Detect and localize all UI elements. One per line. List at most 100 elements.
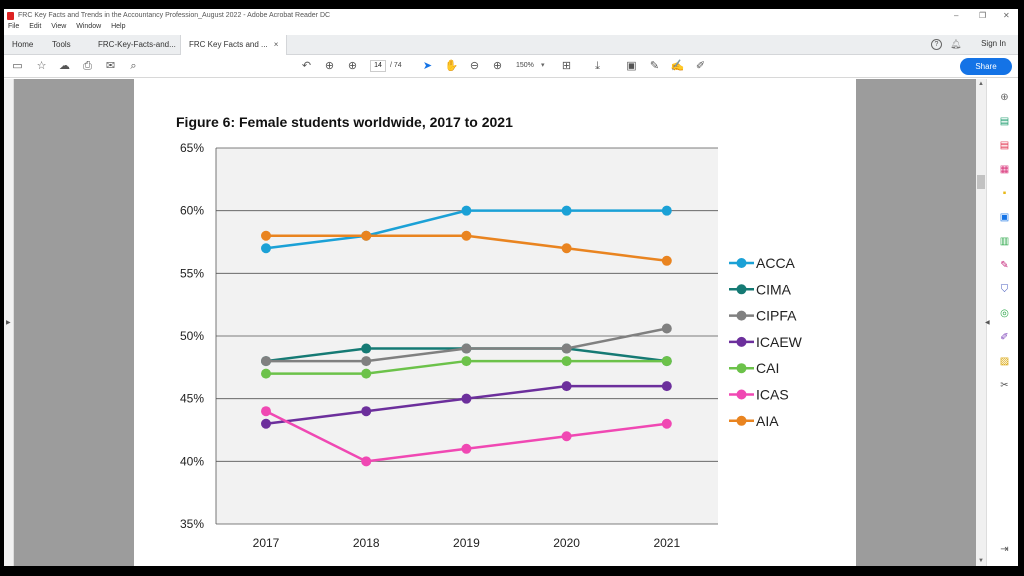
accessibility-icon[interactable]: ◎ xyxy=(1000,308,1009,319)
bookmark-star-icon[interactable]: ☆ xyxy=(36,60,47,72)
compress-pdf-icon[interactable]: ▥ xyxy=(999,236,1010,247)
draw-icon[interactable]: ✍ xyxy=(670,60,685,72)
menu-view[interactable]: View xyxy=(51,23,67,30)
restore-button[interactable]: ❐ xyxy=(979,11,987,20)
zoom-level[interactable]: 150% xyxy=(516,62,534,69)
figure-title: Figure 6: Female students worldwide, 201… xyxy=(176,114,513,130)
data-point-icas xyxy=(461,443,472,454)
cloud-upload-icon[interactable]: ☁ xyxy=(59,60,70,72)
export-pdf-icon[interactable]: ▤ xyxy=(999,116,1010,127)
y-tick-label: 40% xyxy=(180,454,204,468)
edit-pdf-icon[interactable]: ✐ xyxy=(1000,332,1009,343)
y-tick-label: 55% xyxy=(180,266,204,280)
title-bar: FRC Key Facts and Trends in the Accounta… xyxy=(4,9,1018,23)
legend-label-acca: ACCA xyxy=(756,255,796,271)
data-point-aia xyxy=(561,243,572,254)
data-point-cipfa xyxy=(361,356,372,367)
notification-bell-icon[interactable]: 🔔︎ xyxy=(950,39,962,49)
scroll-up-icon[interactable]: ▲ xyxy=(978,81,984,87)
y-tick-label: 45% xyxy=(180,392,204,406)
data-point-aia xyxy=(461,230,472,241)
close-button[interactable]: ✕ xyxy=(1003,11,1010,20)
data-point-cai xyxy=(661,356,672,367)
collapse-panel-icon[interactable]: ◀ xyxy=(985,320,990,326)
tab-document-1[interactable]: FRC-Key-Facts-and... xyxy=(98,40,176,49)
vertical-scrollbar[interactable]: ▲ ▼ xyxy=(976,79,986,566)
y-tick-label: 65% xyxy=(180,141,204,155)
legend-marker-aia xyxy=(736,415,747,426)
tab-bar: Home Tools FRC-Key-Facts-and... FRC Key … xyxy=(4,35,1018,55)
save-icon[interactable]: ▭ xyxy=(12,60,23,72)
data-point-acca xyxy=(561,205,572,216)
search-icon[interactable]: ⌕ xyxy=(130,60,137,72)
minimize-button[interactable]: – xyxy=(954,11,959,20)
create-pdf-icon[interactable]: ▤ xyxy=(999,140,1010,151)
menu-bar: File Edit View Window Help xyxy=(4,23,1018,34)
data-point-icaew xyxy=(561,381,572,392)
tab-document-2[interactable]: FRC Key Facts and ... × xyxy=(180,35,288,55)
data-point-cima xyxy=(361,343,372,354)
scroll-mode-icon[interactable]: ⤓ xyxy=(595,60,600,72)
y-tick-label: 60% xyxy=(180,204,204,218)
zoom-dropdown-icon[interactable]: ▾ xyxy=(541,62,545,69)
protect-shield-icon[interactable]: ⛉ xyxy=(1000,284,1009,295)
left-panel-toggle[interactable]: ▶ xyxy=(4,79,14,566)
sign-icon[interactable]: ✐ xyxy=(695,60,706,72)
page-number-input[interactable]: 14 xyxy=(370,60,386,72)
page-total: / 74 xyxy=(390,62,402,69)
undo-icon[interactable]: ↶ xyxy=(301,60,312,72)
data-point-icas xyxy=(361,456,372,467)
y-tick-label: 35% xyxy=(180,517,204,531)
comment-panel-icon[interactable]: ▪ xyxy=(1002,188,1007,199)
right-tools-panel: ◀ ⊕ ▤ ▤ ▦ ▪ ▣ ▥ ✎ ⛉ ◎ ✐ ▨ ✂ ⇥ xyxy=(985,79,1018,566)
legend-marker-cipfa xyxy=(736,310,747,321)
more-tools-icon[interactable]: ✂ xyxy=(1000,380,1009,391)
print-icon[interactable]: ⎙ xyxy=(83,60,92,72)
select-cursor-icon[interactable]: ➤ xyxy=(422,60,433,72)
toolbar: ▭ ☆ ☁ ⎙ ✉ ⌕ ↶ ⊕ ⊕ 14 / 74 ➤ ✋ ⊖ ⊕ 150% ▾… xyxy=(4,55,1018,78)
legend-marker-acca xyxy=(736,258,747,268)
sign-in-link[interactable]: Sign In xyxy=(981,39,1006,48)
organize-pages-icon[interactable]: ▦ xyxy=(999,164,1010,175)
help-icon[interactable]: ? xyxy=(931,39,942,50)
acrobat-app-icon xyxy=(7,12,14,20)
legend-marker-icas xyxy=(736,389,747,400)
zoom-in-icon[interactable]: ⊕ xyxy=(492,60,503,72)
data-point-acca xyxy=(261,243,271,254)
tab-home[interactable]: Home xyxy=(12,40,34,49)
email-icon[interactable]: ✉ xyxy=(105,60,116,72)
highlight-pen-icon[interactable]: ✎ xyxy=(649,60,660,72)
comment-icon[interactable]: ▣ xyxy=(626,60,637,72)
combine-files-icon[interactable]: ▣ xyxy=(999,212,1010,223)
zoom-out-icon[interactable]: ⊖ xyxy=(469,60,480,72)
legend-label-cai: CAI xyxy=(756,360,779,376)
expand-arrow-icon[interactable]: ▶ xyxy=(6,320,11,326)
tab-tools[interactable]: Tools xyxy=(52,40,71,49)
legend-label-cipfa: CIPFA xyxy=(756,308,797,324)
menu-window[interactable]: Window xyxy=(76,23,102,30)
scroll-down-icon[interactable]: ▼ xyxy=(978,558,984,564)
collapse-right-panel-icon[interactable]: ⇥ xyxy=(1000,544,1009,555)
tab-close-icon[interactable]: × xyxy=(273,40,279,49)
legend-label-cima: CIMA xyxy=(756,281,792,297)
x-tick-label: 2018 xyxy=(353,536,380,550)
data-point-cai xyxy=(461,356,472,367)
menu-file[interactable]: File xyxy=(8,23,20,30)
next-page-icon[interactable]: ⊕ xyxy=(347,60,358,72)
data-point-cai xyxy=(361,368,372,379)
data-point-cipfa xyxy=(461,343,472,354)
fill-sign-icon[interactable]: ✎ xyxy=(1000,260,1009,271)
legend-marker-cai xyxy=(736,363,747,374)
x-tick-label: 2020 xyxy=(553,536,580,550)
request-signature-icon[interactable]: ▨ xyxy=(999,356,1010,367)
data-point-icas xyxy=(661,418,672,429)
share-button[interactable]: Share xyxy=(960,58,1012,75)
menu-edit[interactable]: Edit xyxy=(29,23,42,30)
previous-page-icon[interactable]: ⊕ xyxy=(324,60,335,72)
fit-page-icon[interactable]: ⊞ xyxy=(561,60,572,72)
hand-tool-icon[interactable]: ✋ xyxy=(444,60,459,72)
zoom-search-icon[interactable]: ⊕ xyxy=(1000,92,1009,103)
x-tick-label: 2017 xyxy=(253,536,280,550)
menu-help[interactable]: Help xyxy=(111,23,126,30)
scrollbar-thumb[interactable] xyxy=(977,175,985,189)
